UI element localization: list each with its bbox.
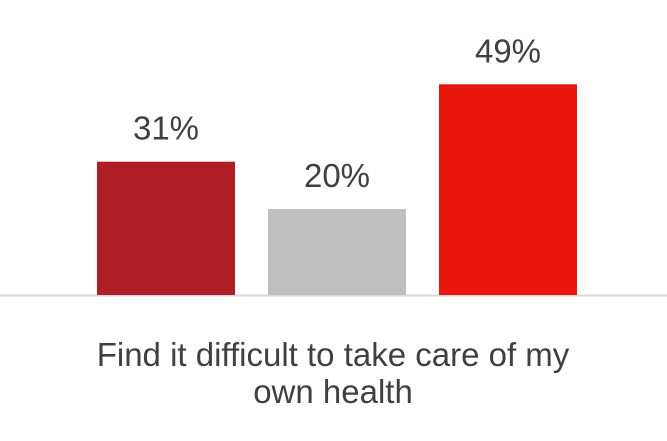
value-label: 20% (304, 157, 370, 194)
bar (97, 161, 235, 295)
bar (439, 84, 577, 295)
category-label: Find it difficult to take care of my own… (96, 336, 570, 410)
bar (268, 209, 406, 295)
value-label: 49% (475, 32, 541, 69)
value-label: 31% (133, 110, 199, 147)
